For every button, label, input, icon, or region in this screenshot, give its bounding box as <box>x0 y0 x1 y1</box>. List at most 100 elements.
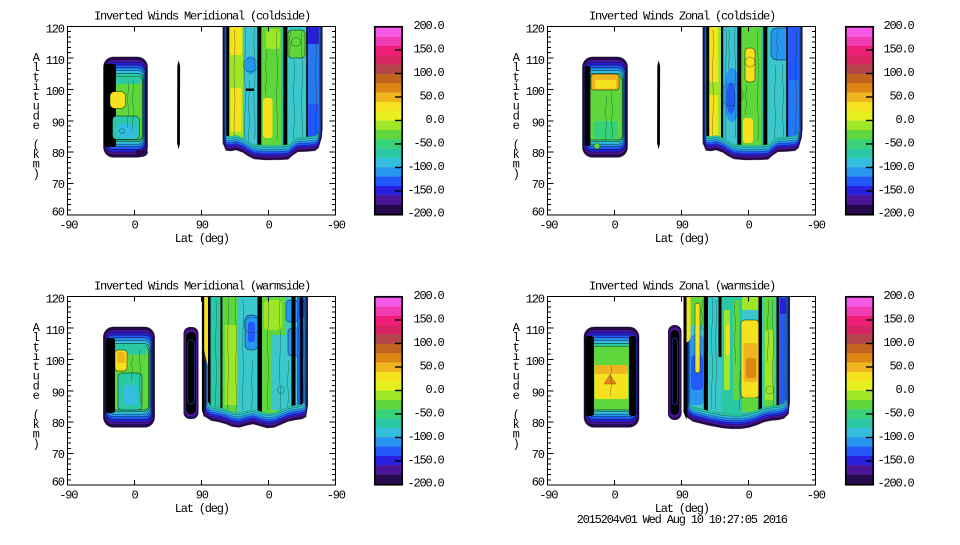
svg-text:50.0: 50.0 <box>419 90 444 104</box>
svg-text:200.0: 200.0 <box>413 289 444 303</box>
svg-text:120: 120 <box>46 23 65 37</box>
svg-text:70: 70 <box>532 178 545 192</box>
svg-text:150.0: 150.0 <box>883 43 914 57</box>
svg-text:-150.0: -150.0 <box>407 184 444 198</box>
svg-text:120: 120 <box>526 293 545 307</box>
svg-text:t: t <box>33 90 39 104</box>
svg-text:60: 60 <box>532 206 545 220</box>
svg-text:0.0: 0.0 <box>895 383 914 397</box>
svg-text:100.0: 100.0 <box>883 336 914 350</box>
svg-text:e: e <box>33 389 40 403</box>
svg-text:Lat (deg): Lat (deg) <box>655 232 709 246</box>
svg-text:Lat (deg): Lat (deg) <box>655 502 709 516</box>
svg-text:-50.0: -50.0 <box>413 137 444 151</box>
svg-text:Inverted Winds Zonal (warmside: Inverted Winds Zonal (warmside) <box>589 279 775 293</box>
svg-text:90: 90 <box>52 116 65 130</box>
svg-text:t: t <box>33 341 39 355</box>
svg-text:0: 0 <box>611 488 618 502</box>
svg-text:120: 120 <box>46 293 65 307</box>
svg-text:d: d <box>513 379 520 393</box>
svg-text:0: 0 <box>266 488 273 502</box>
svg-text:-200.0: -200.0 <box>877 207 914 221</box>
svg-text:i: i <box>33 350 40 364</box>
svg-text:l: l <box>33 61 40 75</box>
svg-text:150.0: 150.0 <box>883 313 914 327</box>
svg-text:-50.0: -50.0 <box>413 407 444 421</box>
svg-text:-90: -90 <box>807 488 826 502</box>
svg-text:110: 110 <box>46 54 65 68</box>
svg-text:A: A <box>513 321 521 335</box>
svg-text:e: e <box>513 389 520 403</box>
svg-text:l: l <box>513 61 520 75</box>
svg-text:70: 70 <box>532 448 545 462</box>
svg-text:90: 90 <box>196 488 209 502</box>
svg-text:60: 60 <box>532 476 545 490</box>
svg-text:(: ( <box>513 138 519 152</box>
svg-text:-150.0: -150.0 <box>877 454 914 468</box>
svg-text:100.0: 100.0 <box>883 66 914 80</box>
svg-text:e: e <box>513 119 520 133</box>
svg-text:): ) <box>513 437 519 451</box>
svg-text:0: 0 <box>266 218 273 232</box>
svg-text:-150.0: -150.0 <box>407 454 444 468</box>
svg-text:-90: -90 <box>327 488 346 502</box>
svg-text:70: 70 <box>52 178 65 192</box>
svg-text:(: ( <box>33 138 39 152</box>
svg-text:t: t <box>513 71 519 85</box>
svg-text:u: u <box>33 370 40 384</box>
svg-text:100: 100 <box>526 85 545 99</box>
svg-text:Inverted Winds Meridional (war: Inverted Winds Meridional (warmside) <box>94 279 310 293</box>
svg-text:110: 110 <box>46 324 65 338</box>
svg-text:k: k <box>33 418 40 432</box>
svg-text:m: m <box>513 428 520 442</box>
svg-text:90: 90 <box>532 116 545 130</box>
svg-text:Inverted Winds Meridional (col: Inverted Winds Meridional (coldside) <box>94 9 310 23</box>
svg-text:l: l <box>33 331 40 345</box>
svg-text:80: 80 <box>52 417 65 431</box>
svg-text:-200.0: -200.0 <box>877 477 914 491</box>
svg-text:k: k <box>513 418 520 432</box>
svg-text:0: 0 <box>131 218 138 232</box>
svg-text:90: 90 <box>532 386 545 400</box>
svg-text:u: u <box>33 100 40 114</box>
svg-text:m: m <box>513 158 520 172</box>
svg-text:-100.0: -100.0 <box>877 160 914 174</box>
svg-text:200.0: 200.0 <box>883 19 914 33</box>
svg-text:150.0: 150.0 <box>413 313 444 327</box>
svg-text:200.0: 200.0 <box>883 289 914 303</box>
svg-text:Lat (deg): Lat (deg) <box>175 502 229 516</box>
svg-text:(: ( <box>513 408 519 422</box>
svg-text:110: 110 <box>526 54 545 68</box>
svg-text:0: 0 <box>131 488 138 502</box>
svg-text:0: 0 <box>746 218 753 232</box>
svg-text:150.0: 150.0 <box>413 43 444 57</box>
svg-text:t: t <box>513 341 519 355</box>
svg-text:90: 90 <box>676 218 689 232</box>
svg-text:t: t <box>513 90 519 104</box>
svg-text:t: t <box>33 360 39 374</box>
svg-text:0.0: 0.0 <box>425 113 444 127</box>
svg-text:k: k <box>33 148 40 162</box>
svg-text:90: 90 <box>676 488 689 502</box>
svg-text:A: A <box>33 321 41 335</box>
svg-text:i: i <box>513 80 520 94</box>
svg-text:-100.0: -100.0 <box>407 160 444 174</box>
svg-text:-100.0: -100.0 <box>407 430 444 444</box>
svg-text:-100.0: -100.0 <box>877 430 914 444</box>
svg-text:l: l <box>513 331 520 345</box>
svg-text:0: 0 <box>611 218 618 232</box>
svg-text:-90: -90 <box>59 488 78 502</box>
svg-text:-50.0: -50.0 <box>883 407 914 421</box>
svg-text:-90: -90 <box>327 218 346 232</box>
svg-text:u: u <box>513 100 520 114</box>
svg-text:): ) <box>513 167 519 181</box>
svg-text:80: 80 <box>532 417 545 431</box>
svg-text:100.0: 100.0 <box>413 336 444 350</box>
svg-text:80: 80 <box>52 147 65 161</box>
svg-text:60: 60 <box>52 206 65 220</box>
svg-text:i: i <box>513 350 520 364</box>
svg-text:d: d <box>33 379 40 393</box>
svg-text:-50.0: -50.0 <box>883 137 914 151</box>
svg-text:200.0: 200.0 <box>413 19 444 33</box>
svg-text:k: k <box>513 148 520 162</box>
